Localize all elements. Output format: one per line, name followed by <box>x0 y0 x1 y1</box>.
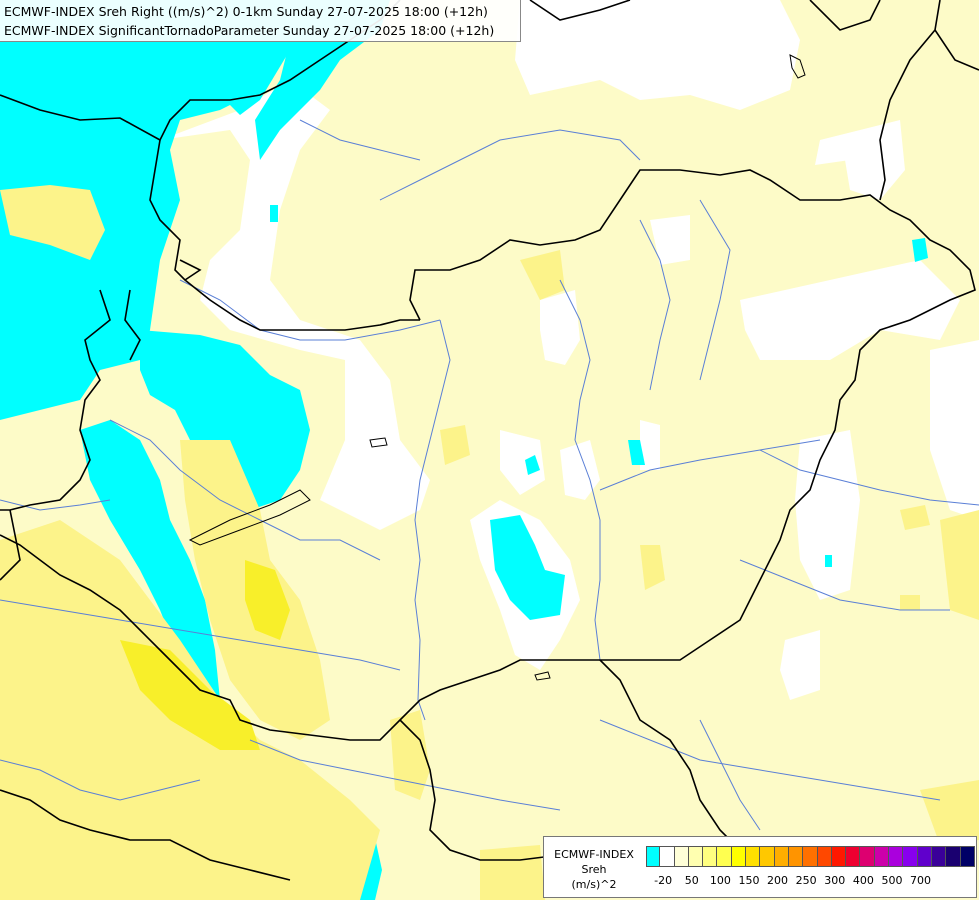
legend-swatch <box>903 846 918 867</box>
legend-swatch <box>846 846 861 867</box>
legend-swatch <box>817 846 832 867</box>
map-header: ECMWF-INDEX Sreh Right ((m/s)^2) 0-1km S… <box>0 0 521 42</box>
legend-swatch <box>746 846 761 867</box>
legend-swatch <box>917 846 932 867</box>
legend-swatch <box>774 846 789 867</box>
legend-swatch <box>703 846 718 867</box>
legend-title-unit: (m/s)^2 <box>571 878 617 891</box>
legend-tick-label: 200 <box>767 874 789 887</box>
legend-tick-label: 300 <box>824 874 846 887</box>
legend-swatch <box>831 846 847 867</box>
legend-swatch <box>874 846 890 867</box>
legend-tick-label: 50 <box>684 874 699 887</box>
legend-tick-label: 700 <box>910 874 932 887</box>
legend-swatches <box>646 846 975 867</box>
legend-swatch <box>803 846 818 867</box>
legend-title-source: ECMWF-INDEX <box>554 848 634 861</box>
legend-swatch <box>889 846 904 867</box>
rivers <box>0 119 979 831</box>
legend-swatch <box>946 846 961 867</box>
yellow-strong-areas <box>120 560 290 750</box>
legend-swatch <box>788 846 804 867</box>
legend-tick-label: 400 <box>852 874 874 887</box>
legend-tick-label: 150 <box>738 874 760 887</box>
legend-swatch <box>731 846 747 867</box>
legend-title: ECMWF-INDEX Sreh (m/s)^2 <box>548 847 640 892</box>
header-line-1: ECMWF-INDEX Sreh Right ((m/s)^2) 0-1km S… <box>4 4 488 19</box>
legend-swatch <box>860 846 875 867</box>
legend-ticks: -20 50 100 150 200 250 300 400 500 700 <box>646 874 976 890</box>
legend-swatch <box>674 846 689 867</box>
legend-swatch <box>660 846 675 867</box>
lakes <box>188 54 806 681</box>
legend-tick-label: 250 <box>795 874 817 887</box>
legend-swatch <box>717 846 732 867</box>
legend-tick-label: -20 <box>654 874 673 887</box>
legend-tick-label: 500 <box>881 874 903 887</box>
header-line-2: ECMWF-INDEX SignificantTornadoParameter … <box>4 23 495 38</box>
legend-swatch <box>646 846 661 867</box>
legend-swatch <box>960 846 975 867</box>
legend-tick-label: 100 <box>709 874 731 887</box>
legend-swatch <box>760 846 775 867</box>
legend-title-parameter: Sreh <box>581 863 607 876</box>
legend-swatch <box>931 846 947 867</box>
color-legend: ECMWF-INDEX Sreh (m/s)^2 -20 50 100 150 200 2… <box>543 836 977 898</box>
country-borders <box>0 0 979 881</box>
legend-swatch <box>688 846 704 867</box>
